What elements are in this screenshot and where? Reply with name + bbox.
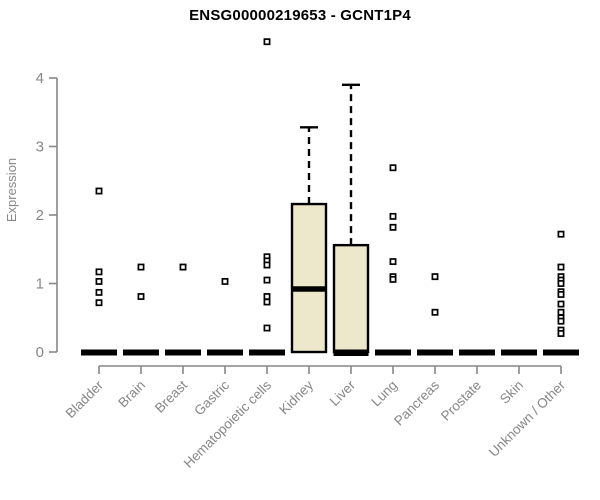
outlier-lung (389, 223, 397, 231)
median-skin (501, 349, 537, 356)
outlier-hematopoietic-cells (263, 298, 271, 306)
outlier-pancreas (431, 308, 439, 316)
y-tick-label-0: 0 (36, 344, 44, 361)
y-axis-title: Expression (4, 157, 19, 223)
outlier-bladder (95, 187, 103, 195)
x-tick-label-skin: Skin (497, 378, 526, 407)
x-tick-label-liver: Liver (327, 377, 359, 409)
outlier-lung (389, 275, 397, 283)
outlier-lung (389, 164, 397, 172)
median-breast (165, 349, 201, 356)
median-bladder (81, 349, 117, 356)
x-tick-label-prostate: Prostate (438, 378, 484, 424)
x-tick-label-pancreas: Pancreas (391, 377, 442, 428)
x-tick-label-breast: Breast (152, 377, 190, 415)
outlier-lung (389, 258, 397, 266)
outlier-unknown-other (557, 330, 565, 337)
x-tick-label-bladder: Bladder (63, 377, 107, 421)
y-tick-label-1: 1 (36, 276, 44, 293)
y-tick-label-4: 4 (36, 70, 44, 87)
outlier-hematopoietic-cells (263, 293, 271, 300)
outlier-unknown-other (557, 230, 565, 238)
outlier-hematopoietic-cells (263, 276, 271, 284)
y-tick-label-2: 2 (36, 207, 44, 224)
outlier-brain (137, 263, 145, 271)
x-tick-label-brain: Brain (115, 378, 148, 411)
outlier-unknown-other (557, 263, 565, 271)
median-unknown-other (543, 349, 579, 356)
box-kidney (290, 202, 328, 354)
outlier-unknown-other (557, 280, 565, 287)
outlier-hematopoietic-cells (263, 324, 271, 332)
median-liver (333, 349, 369, 356)
outlier-hematopoietic-cells (263, 38, 271, 46)
median-gastric (207, 349, 243, 356)
median-prostate (459, 349, 495, 356)
median-brain (123, 349, 159, 356)
outlier-hematopoietic-cells (263, 261, 271, 269)
outlier-unknown-other (557, 291, 565, 298)
median-hematopoietic-cells (249, 349, 285, 356)
outlier-unknown-other (557, 317, 565, 325)
x-tick-label-kidney: Kidney (276, 377, 316, 417)
outlier-lung (389, 212, 397, 220)
y-tick-label-3: 3 (36, 139, 44, 156)
outlier-bladder (95, 288, 103, 296)
x-tick-label-lung: Lung (368, 378, 400, 410)
outlier-bladder (95, 277, 103, 285)
outlier-pancreas (431, 273, 439, 281)
outlier-bladder (95, 299, 103, 307)
x-tick-label-gastric: Gastric (191, 377, 232, 418)
outlier-bladder (95, 268, 103, 276)
outlier-breast (179, 263, 187, 271)
median-lung (375, 349, 411, 356)
box-liver (332, 243, 370, 354)
median-pancreas (417, 349, 453, 356)
outlier-unknown-other (557, 300, 565, 308)
outlier-unknown-other (557, 308, 565, 316)
chart-title: ENSG00000219653 - GCNT1P4 (189, 7, 411, 24)
outlier-brain (137, 293, 145, 300)
outlier-gastric (221, 277, 229, 285)
x-tick-label-unknown-other: Unknown / Other (486, 377, 569, 460)
